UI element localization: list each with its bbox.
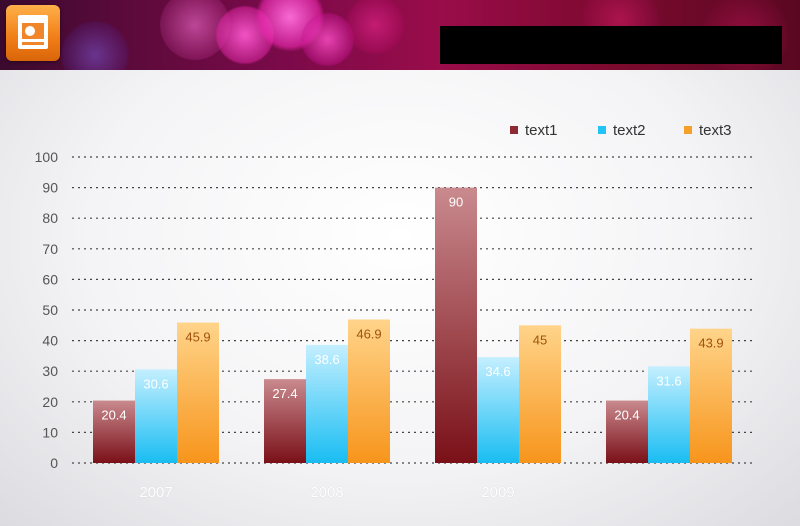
- data-label: 20.4: [614, 408, 639, 423]
- data-label: 31.6: [656, 373, 681, 388]
- y-tick-label: 30: [42, 363, 58, 379]
- y-tick-label: 100: [35, 149, 59, 165]
- y-tick-label: 50: [42, 302, 58, 318]
- data-label: 20.4: [101, 408, 126, 423]
- y-tick-label: 0: [50, 455, 58, 471]
- bar-text2: [648, 366, 690, 463]
- bar-text2: [135, 369, 177, 463]
- legend-label-text1: text1: [525, 121, 558, 139]
- presentation-app-icon: [6, 5, 60, 61]
- bar-text3: [690, 328, 732, 463]
- bar-text2: [477, 357, 519, 463]
- bar-text1: [93, 400, 135, 463]
- legend-item-text1: text1: [510, 120, 558, 140]
- legend-item-text3: text3: [684, 120, 732, 140]
- data-label: 27.4: [272, 386, 297, 401]
- y-tick-label: 70: [42, 241, 58, 257]
- y-tick-label: 10: [42, 424, 58, 440]
- data-label: 46.9: [356, 326, 381, 341]
- legend-swatch-text2: [598, 126, 606, 134]
- bar-text3: [177, 322, 219, 463]
- bokeh-light: [60, 20, 130, 70]
- y-tick-label: 60: [42, 271, 58, 287]
- legend-swatch-text3: [684, 126, 692, 134]
- data-label: 90: [449, 195, 463, 210]
- y-tick-label: 40: [42, 333, 58, 349]
- bar-text2: [306, 344, 348, 463]
- data-label: 43.9: [698, 336, 723, 351]
- data-label: 45.9: [185, 330, 210, 345]
- data-label: 30.6: [143, 376, 168, 391]
- data-label: 38.6: [314, 352, 339, 367]
- presentation-glyph: [18, 15, 48, 49]
- bokeh-light: [345, 0, 405, 55]
- x-tick-label: 2008: [310, 484, 343, 501]
- data-label: 34.6: [485, 364, 510, 379]
- y-tick-label: 80: [42, 210, 58, 226]
- bar-text1: [264, 379, 306, 463]
- legend-label-text3: text3: [699, 121, 732, 139]
- data-label: 45: [533, 332, 547, 347]
- x-tick-label: 2009: [481, 484, 514, 501]
- legend-item-text2: text2: [598, 120, 646, 140]
- legend-label-text2: text2: [613, 121, 646, 139]
- redacted-title-bar: [440, 26, 782, 64]
- bar-text1: [435, 187, 477, 463]
- bar-text3: [519, 325, 561, 463]
- x-tick-label: 2007: [139, 484, 172, 501]
- bar-text3: [348, 319, 390, 463]
- y-tick-label: 90: [42, 180, 58, 196]
- y-tick-label: 20: [42, 394, 58, 410]
- legend-swatch-text1: [510, 126, 518, 134]
- bar-text1: [606, 400, 648, 463]
